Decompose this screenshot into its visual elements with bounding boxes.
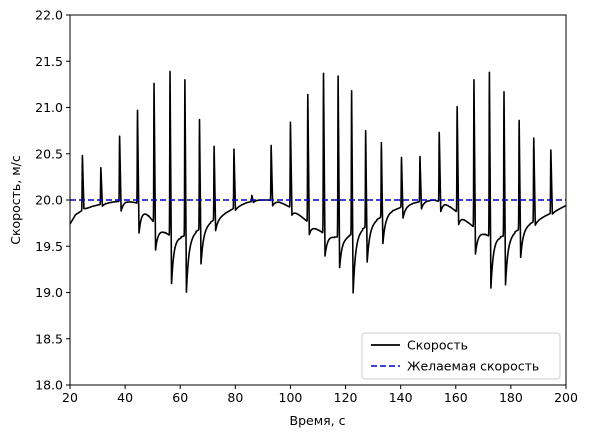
y-tick-label: 21.0 xyxy=(35,100,63,115)
x-tick-label: 120 xyxy=(334,390,358,405)
y-tick-label: 19.0 xyxy=(35,285,63,300)
x-tick-label: 40 xyxy=(117,390,133,405)
y-tick-label: 22.0 xyxy=(35,8,63,23)
y-axis: 18.0 18.5 19.0 19.5 20.0 20.5 21.0 21.5 22.0 xyxy=(35,8,70,393)
legend: Скорость Желаемая скорость xyxy=(361,332,561,380)
legend-desired-label: Желаемая скорость xyxy=(407,359,539,374)
x-axis-label: Время, с xyxy=(290,413,346,428)
x-tick-label: 100 xyxy=(279,390,303,405)
x-tick-label: 140 xyxy=(389,390,413,405)
speed-series-line xyxy=(70,70,566,294)
y-tick-label: 20.5 xyxy=(35,146,63,161)
legend-speed-label: Скорость xyxy=(407,338,468,353)
x-tick-label: 200 xyxy=(554,390,578,405)
y-tick-label: 21.5 xyxy=(35,54,63,69)
x-tick-label: 20 xyxy=(62,390,78,405)
x-tick-label: 180 xyxy=(499,390,523,405)
legend-box xyxy=(361,332,561,380)
y-axis-label: Скорость, м/с xyxy=(8,155,23,245)
x-tick-label: 60 xyxy=(172,390,188,405)
x-tick-label: 80 xyxy=(227,390,243,405)
x-tick-label: 160 xyxy=(444,390,468,405)
y-tick-label: 20.0 xyxy=(35,193,63,208)
y-tick-label: 19.5 xyxy=(35,239,63,254)
y-tick-label: 18.0 xyxy=(35,378,63,393)
y-tick-label: 18.5 xyxy=(35,331,63,346)
x-axis: 20 40 60 80 100 120 140 160 180 200 xyxy=(62,385,578,405)
